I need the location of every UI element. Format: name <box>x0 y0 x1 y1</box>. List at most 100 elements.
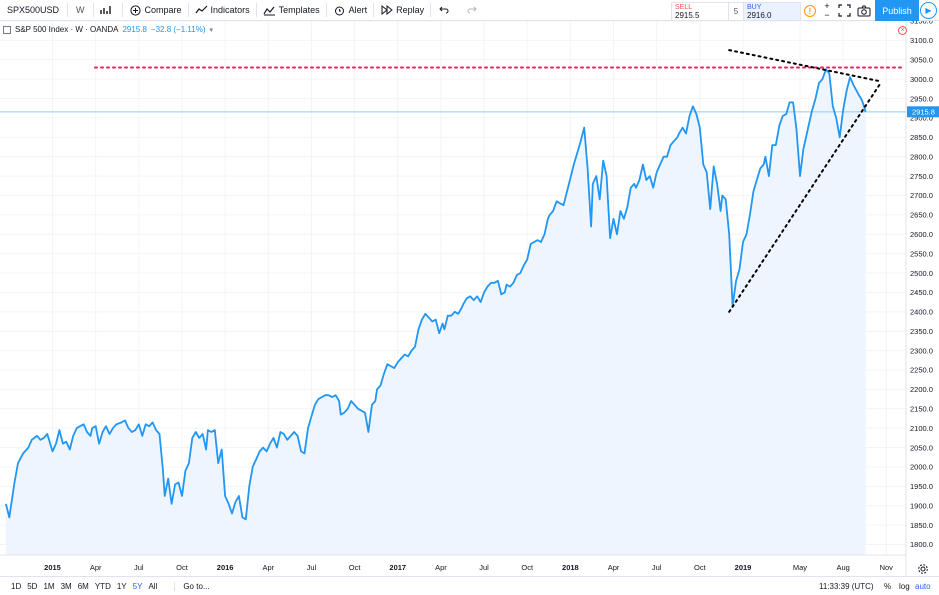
toolbar-divider <box>255 3 257 17</box>
time-tick-label: Oct <box>349 563 362 572</box>
warning-icon[interactable]: ! <box>804 5 816 17</box>
percent-toggle[interactable]: % <box>884 582 892 591</box>
price-axis[interactable]: 1800.0 1850.0 1900.0 1950.0 2000.0 2050.0 2100… <box>910 21 933 549</box>
price-tick-label: 2800.0 <box>910 152 933 161</box>
price-tick-label: 1950.0 <box>910 482 933 491</box>
sell-price: 2915.5 <box>675 11 700 20</box>
chart-style-button[interactable] <box>94 0 122 21</box>
price-tick-label: 1850.0 <box>910 521 933 530</box>
replay-label: Replay <box>396 5 425 15</box>
buy-label: BUY <box>747 4 762 11</box>
price-tick-label: 2350.0 <box>910 327 933 336</box>
price-tick-label: 2850.0 <box>910 133 933 142</box>
range-1m[interactable]: 1M <box>43 581 55 591</box>
last-price-tag: 2915.8 <box>907 106 939 118</box>
price-line[interactable] <box>5 68 867 521</box>
price-tick-label: 2950.0 <box>910 94 933 103</box>
series-change: −32.8 (−1.11%) <box>150 25 206 34</box>
toolbar-divider <box>92 3 94 17</box>
time-tick-label: Oct <box>694 563 707 572</box>
time-tick-label: Nov <box>880 563 894 572</box>
time-tick-label: Jul <box>307 563 317 572</box>
price-tick-label: 2550.0 <box>910 249 933 258</box>
time-tick-label: 2019 <box>735 563 752 572</box>
bottom-toolbar: 1D 5D 1M 3M 6M YTD 1Y 5Y All Go to... 11… <box>0 576 939 595</box>
price-tick-label: 2250.0 <box>910 366 933 375</box>
range-3m[interactable]: 3M <box>60 581 72 591</box>
alarm-clock-icon <box>333 4 346 17</box>
range-all[interactable]: All <box>148 581 158 591</box>
price-tick-label: 2200.0 <box>910 385 933 394</box>
undo-icon <box>437 4 450 17</box>
price-tick-label: 2400.0 <box>910 308 933 317</box>
price-tick-label: 2600.0 <box>910 230 933 239</box>
time-tick-label: May <box>793 563 807 572</box>
buy-button[interactable]: BUY 2916.0 <box>743 2 801 21</box>
range-1y[interactable]: 1Y <box>116 581 127 591</box>
symbol-search[interactable]: SPX500USD <box>7 5 60 15</box>
compare-button[interactable]: Compare <box>123 0 188 21</box>
range-ytd[interactable]: YTD <box>94 581 111 591</box>
series-last-price: 2915.8 <box>122 25 147 34</box>
drawings <box>94 49 904 313</box>
undo-button[interactable] <box>431 0 459 21</box>
time-tick-label: Jul <box>652 563 662 572</box>
indicators-label: Indicators <box>210 5 250 15</box>
trade-widget: SELL 2915.5 5 BUY 2916.0 <box>671 2 801 21</box>
zoom-in-icon[interactable]: + <box>824 1 830 11</box>
time-tick-label: 2015 <box>44 563 61 572</box>
gear-icon[interactable] <box>917 562 929 574</box>
price-tick-label: 2650.0 <box>910 211 933 220</box>
price-tick-label: 3150.0 <box>910 21 933 26</box>
top-toolbar: SPX500USD W Compare Indicators <box>0 0 939 21</box>
sell-button[interactable]: SELL 2915.5 <box>671 2 729 21</box>
goto-button[interactable]: Go to... <box>174 581 210 591</box>
alert-button[interactable]: Alert <box>327 0 374 21</box>
templates-button[interactable]: Templates <box>257 0 326 21</box>
range-5d[interactable]: 5D <box>27 581 38 591</box>
replay-button[interactable]: Replay <box>374 0 430 21</box>
publish-button[interactable]: Publish <box>875 0 919 21</box>
fullscreen-icon[interactable] <box>838 4 851 17</box>
compare-label: Compare <box>144 5 182 15</box>
log-toggle[interactable]: log <box>899 582 910 591</box>
upper-trendline[interactable] <box>728 49 881 83</box>
plus-circle-icon <box>129 4 142 17</box>
time-tick-label: Oct <box>521 563 534 572</box>
zoom-out-icon[interactable]: − <box>824 10 830 20</box>
area-fill <box>5 69 866 555</box>
indicators-icon <box>195 4 208 17</box>
price-tick-label: 3000.0 <box>910 75 933 84</box>
indicators-button[interactable]: Indicators <box>189 0 256 21</box>
price-tick-label: 2050.0 <box>910 443 933 452</box>
redo-icon <box>465 4 478 17</box>
toolbar-divider <box>187 3 189 17</box>
toolbar-divider <box>121 3 123 17</box>
range-5y[interactable]: 5Y <box>132 581 143 591</box>
range-1d[interactable]: 1D <box>11 581 22 591</box>
price-tick-label: 2750.0 <box>910 172 933 181</box>
time-axis[interactable]: 2015 Apr Jul Oct 2016 Apr Jul Oct 2017 Apr Jul Oct 2… <box>44 563 893 572</box>
spread-value: 5 <box>729 2 743 21</box>
close-icon[interactable]: × <box>898 26 907 35</box>
series-title[interactable]: S&P 500 Index · W · OANDA <box>15 25 119 34</box>
templates-icon <box>263 4 276 17</box>
time-tick-label: Apr <box>608 563 620 572</box>
series-icon <box>3 25 11 34</box>
redo-button[interactable] <box>459 0 487 21</box>
time-tick-label: Apr <box>435 563 447 572</box>
toolbar-divider <box>67 3 69 17</box>
camera-icon[interactable] <box>857 4 871 17</box>
interval-button[interactable]: W <box>76 5 85 15</box>
auto-toggle[interactable]: auto <box>915 582 931 591</box>
clock[interactable]: 11:33:39 (UTC) <box>819 582 874 591</box>
price-tick-label: 2100.0 <box>910 424 933 433</box>
play-icon[interactable]: ▶ <box>920 2 937 19</box>
legend-collapse-icon[interactable]: ▾ <box>209 26 213 34</box>
range-6m[interactable]: 6M <box>77 581 89 591</box>
price-tick-label: 2450.0 <box>910 288 933 297</box>
area-fill-path <box>5 69 866 555</box>
price-chart[interactable]: 1800.0 1850.0 1900.0 1950.0 2000.0 2050.0 2100… <box>0 21 939 576</box>
buy-price: 2916.0 <box>747 11 772 20</box>
